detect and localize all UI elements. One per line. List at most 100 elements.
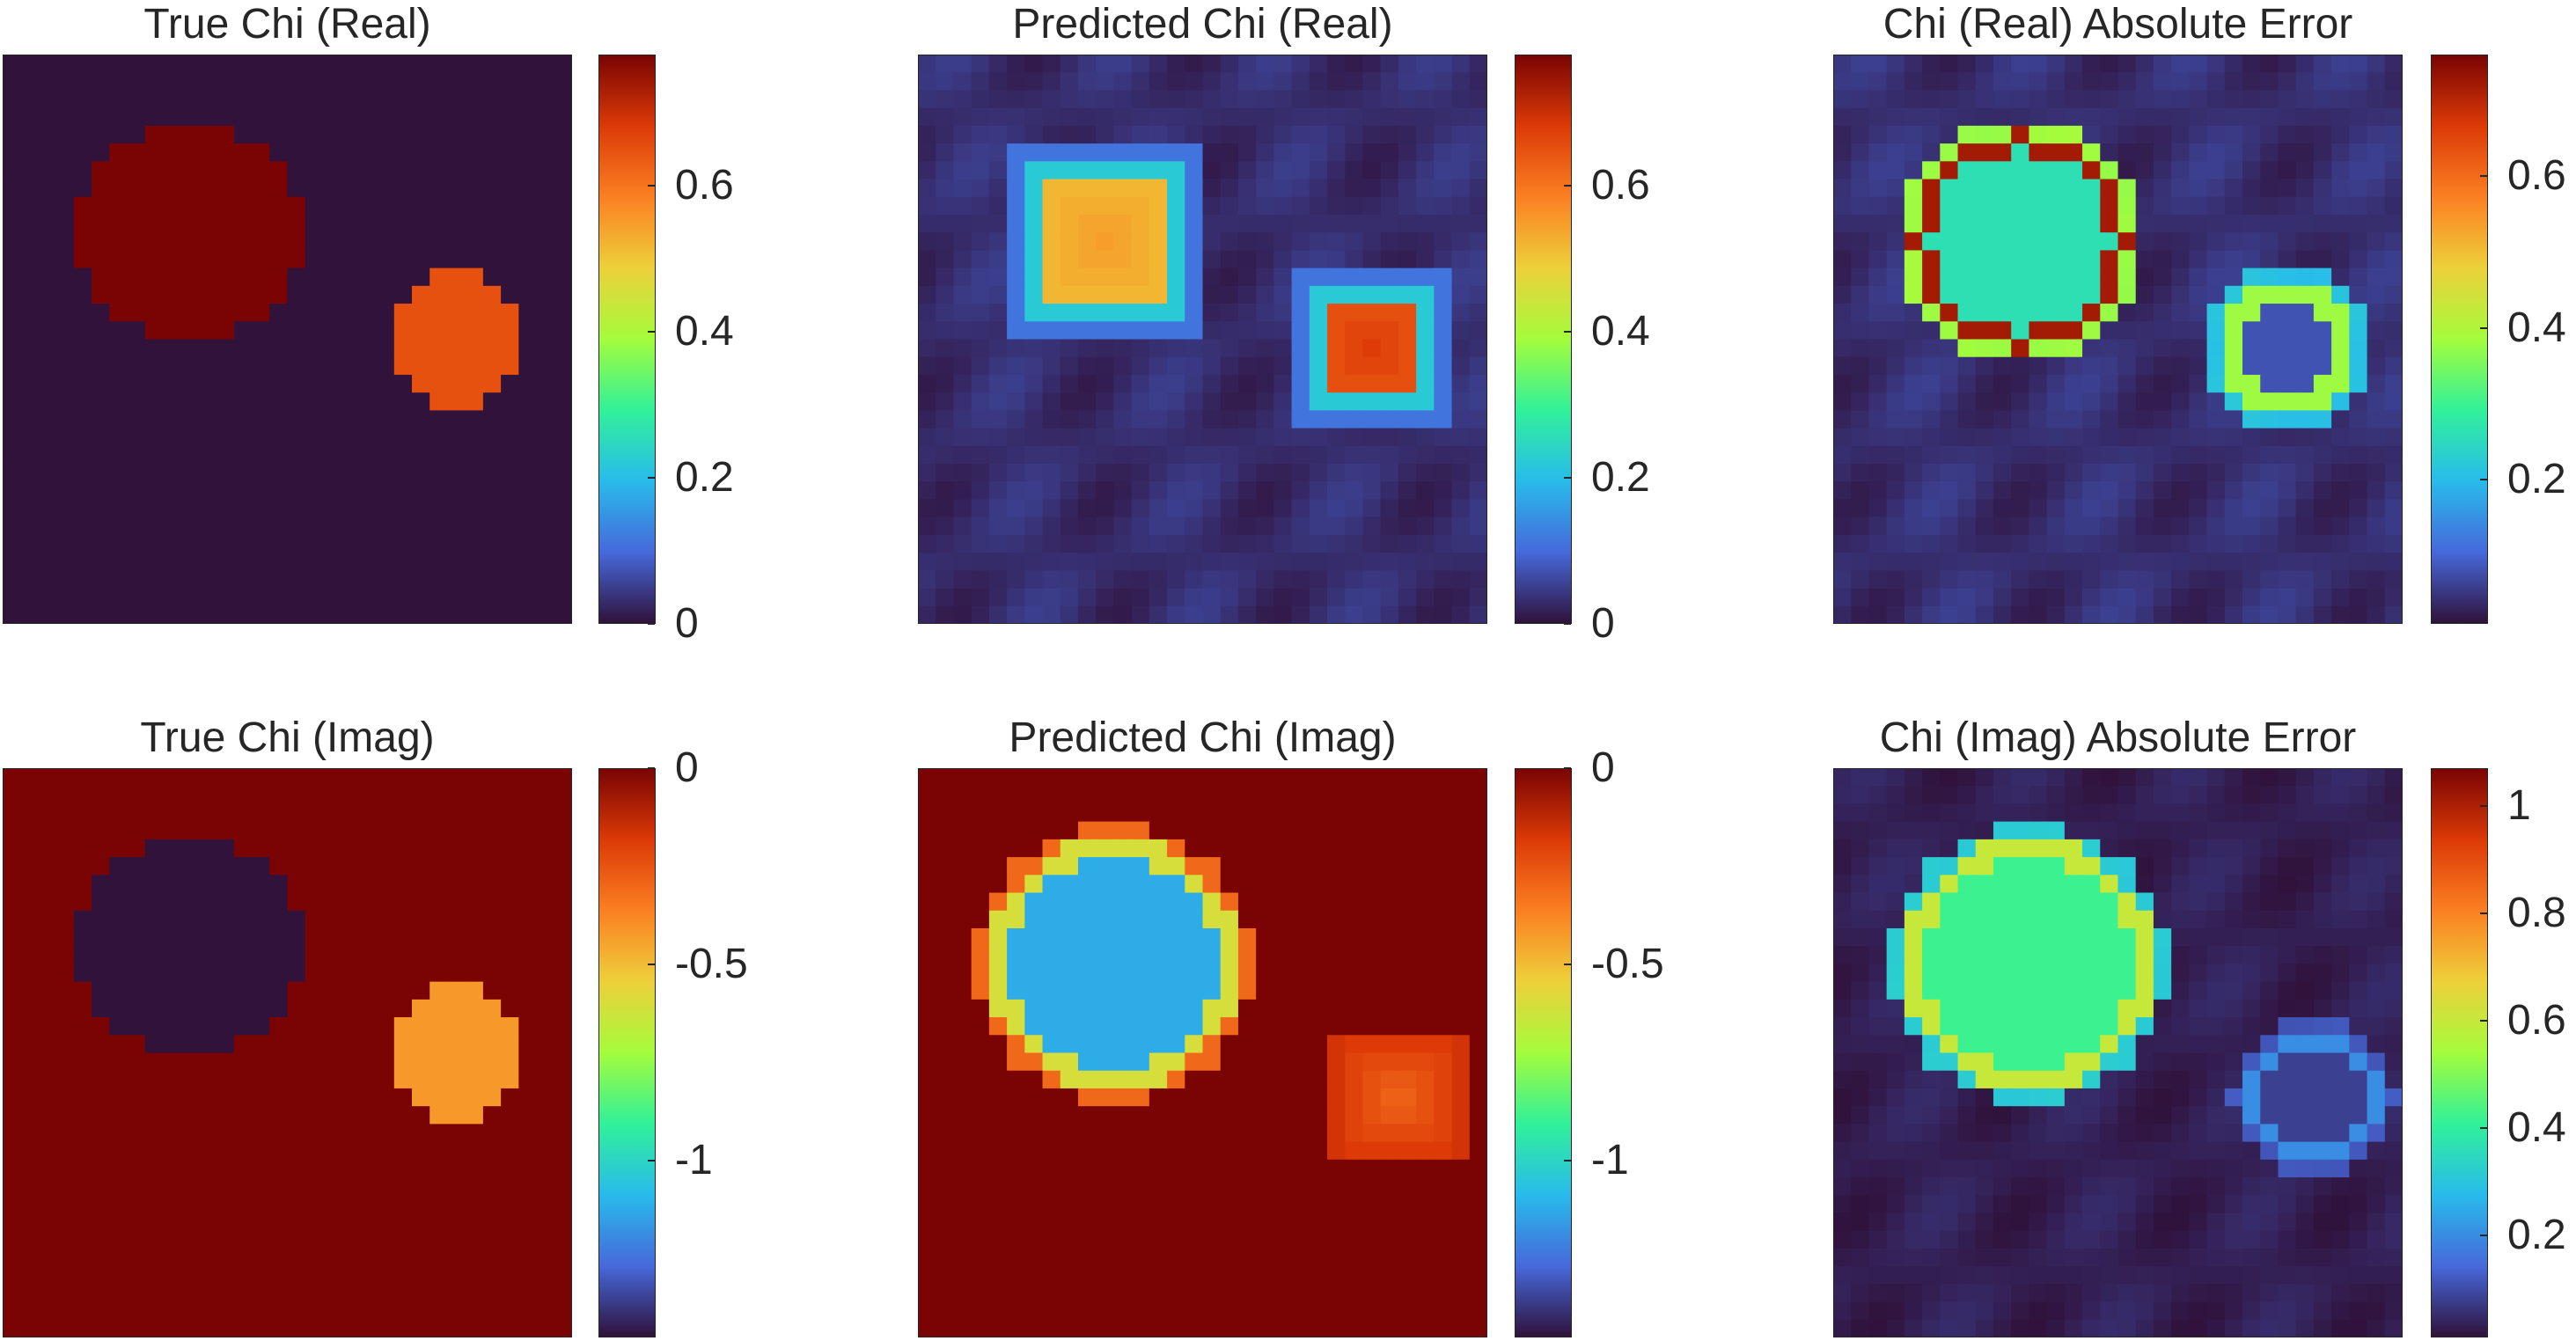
heatmap-cell [412,321,430,340]
colorbar-tick [1564,477,1571,480]
heatmap-cell [358,821,377,840]
heatmap-cell [412,964,430,983]
heatmap-cell [2224,553,2243,571]
heatmap-cell [233,1141,253,1161]
heatmap-cell [1202,107,1222,127]
heatmap-cell [2189,72,2207,91]
colorbar-tick-label: 0.4 [1591,308,1650,355]
heatmap-cell [322,999,341,1018]
heatmap-cell [109,553,128,571]
heatmap-cell [1451,588,1471,607]
heatmap-cell [554,161,572,180]
heatmap-cell [2206,481,2226,500]
heatmap-cell [180,107,199,127]
heatmap-cell [1469,374,1487,393]
heatmap-cell [1113,250,1133,269]
heatmap-cell [73,927,92,947]
heatmap-cell [1007,72,1025,91]
heatmap-cell [3,410,21,429]
heatmap-cell [127,161,146,180]
heatmap-cell [518,445,537,465]
heatmap-cell [447,464,466,482]
heatmap-cell [55,570,75,589]
heatmap-cell [918,143,936,162]
heatmap-cell [3,321,21,340]
heatmap-cell [216,285,235,304]
heatmap-cell [2029,161,2048,180]
heatmap-cell [2313,304,2332,322]
heatmap-cell [2367,374,2386,393]
heatmap-cell [429,981,448,1000]
heatmap-cell [1237,605,1257,624]
heatmap-cell [127,857,146,876]
heatmap-cell [269,107,288,127]
heatmap-cell [322,786,341,804]
heatmap-cell [1868,588,1888,607]
heatmap-cell [1993,534,2012,553]
heatmap-cell [341,1052,359,1072]
heatmap-cell [269,1070,288,1089]
heatmap-cell [971,107,990,127]
heatmap-cell [92,392,110,411]
heatmap-cell [1096,803,1114,823]
heatmap-cell [1922,196,1941,216]
heatmap-cell [2331,125,2350,144]
heatmap-cell [447,1035,466,1053]
heatmap-cell [1273,55,1292,73]
heatmap-cell [55,553,75,571]
heatmap-cell [127,534,146,553]
heatmap-cell [38,267,57,287]
heatmap-cell [1237,392,1257,411]
heatmap-cell [936,821,954,840]
heatmap-cell [38,250,57,269]
heatmap-cell [127,339,146,358]
heatmap-cell [2029,214,2048,233]
heatmap-cell [536,232,555,251]
heatmap-cell [1185,410,1203,429]
heatmap-cell [1380,339,1399,358]
heatmap-cell [536,1070,555,1089]
heatmap-cell [341,1106,359,1125]
heatmap-cell [2046,553,2066,571]
heatmap-cell [1362,285,1382,304]
heatmap-cell [127,588,146,607]
heatmap-cell [233,1035,253,1053]
heatmap-cell [55,55,75,73]
heatmap-cell [1131,125,1150,144]
panel-title: Predicted Chi (Real) [1012,1,1393,48]
heatmap-cell [2331,232,2350,251]
heatmap-cell [953,196,972,216]
heatmap-cell [269,534,288,553]
heatmap-cell [2384,90,2403,109]
heatmap-cell [2331,250,2350,269]
heatmap-grid [3,768,572,1337]
heatmap-cell [1416,125,1435,144]
heatmap-cell [1868,107,1888,127]
heatmap-cell [73,321,92,340]
heatmap-cell [2117,285,2137,304]
heatmap-cell [2117,179,2137,198]
heatmap-cell [953,339,972,358]
heatmap-cell [180,464,199,482]
heatmap-cell [1434,125,1452,144]
heatmap-cell [20,588,39,607]
heatmap-cell [1940,410,1958,429]
heatmap-cell [1398,410,1417,429]
heatmap-cell [55,517,75,536]
heatmap-cell [971,410,990,429]
heatmap-cell [429,339,448,358]
heatmap-cell [1345,161,1363,180]
heatmap-cell [305,321,324,340]
heatmap-cell [376,534,395,553]
heatmap-cell [518,534,537,553]
heatmap-cell [412,875,430,893]
heatmap-cell [1007,304,1025,322]
heatmap-cell [144,857,164,876]
heatmap-cell [1398,499,1417,518]
heatmap-cell [1007,214,1025,233]
colorbar-tick [648,185,655,187]
heatmap-cell [2242,90,2261,109]
heatmap-cell [536,1017,555,1036]
heatmap-cell [2331,428,2350,447]
heatmap-cell [109,267,128,287]
